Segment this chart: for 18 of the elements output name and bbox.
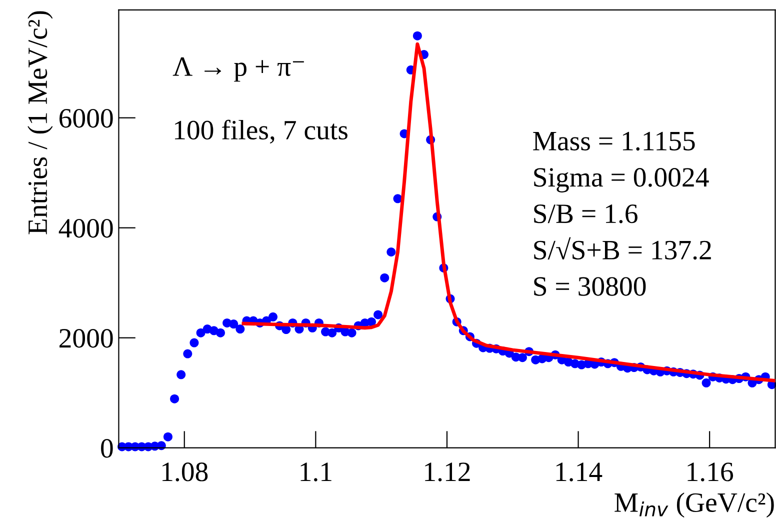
- x-tick-label: 1.1: [300, 462, 332, 482]
- annotation: S = 30800: [534, 277, 646, 296]
- x-tick-label: 1.08: [162, 462, 208, 482]
- annotation: S/√S+B = 137.2: [534, 237, 711, 260]
- annotation: Mass = 1.1155: [533, 132, 695, 151]
- y-tick-label: 6000: [60, 108, 113, 128]
- y-axis-title: Entries / (1 MeV/c²): [28, 11, 53, 234]
- x-tick-label: 1.16: [688, 462, 734, 482]
- annotation: Sigma = 0.0024: [534, 168, 709, 192]
- annotation: S/B = 1.6: [534, 204, 638, 224]
- annotation: Λ → p + π⁻: [172, 57, 304, 82]
- x-tick-label: 1.14: [556, 462, 602, 482]
- x-tick-label: 1.12: [425, 462, 470, 482]
- y-tick-label: 2000: [60, 328, 113, 348]
- x-axis-title: M$_{inv}$ (GeV/c²): [614, 492, 774, 518]
- y-tick-label: 0: [101, 438, 113, 458]
- annotation: 100 files, 7 cuts: [175, 120, 348, 144]
- y-tick-label: 4000: [58, 218, 113, 238]
